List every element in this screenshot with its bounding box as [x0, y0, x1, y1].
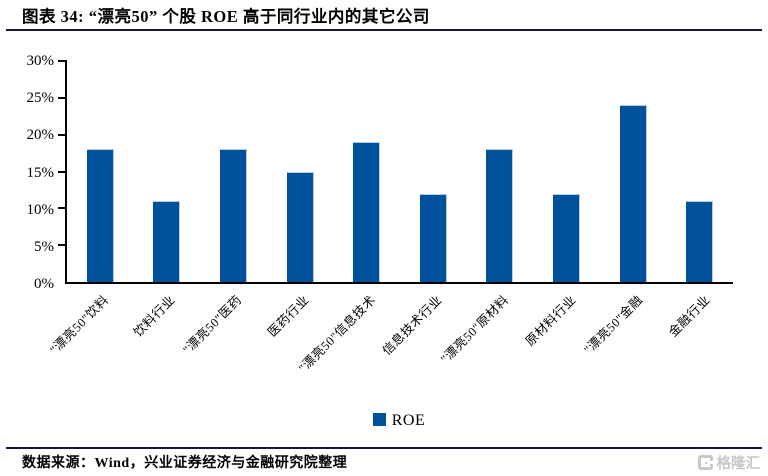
chart-title: 图表 34: “漂亮50” 个股 ROE 高于同行业内的其它公司 [22, 7, 430, 26]
bar-slot [400, 61, 467, 282]
y-tick-label: 30% [26, 53, 55, 69]
y-tick-mark [58, 60, 67, 62]
bar-slot [67, 61, 134, 282]
roe-legend-label: ROE [391, 412, 426, 429]
legend: ROE [65, 412, 733, 430]
x-tick-label: 饮料行业 [131, 292, 178, 340]
x-tick-label: "漂亮50"原材料 [438, 292, 512, 367]
bars [67, 61, 733, 282]
roe-legend-swatch-icon [372, 413, 386, 426]
bar-0 [86, 149, 114, 282]
bar-slot [467, 61, 534, 282]
bar-8 [619, 105, 647, 282]
data-source-text: 数据来源：Wind，兴业证券经济与金融研究院整理 [22, 456, 348, 471]
bar-5 [419, 193, 447, 282]
y-tick-label: 15% [26, 164, 55, 181]
title-underline [6, 29, 762, 31]
y-tick-mark [58, 133, 67, 136]
bar-7 [552, 193, 580, 282]
gelonghui-g-icon [697, 455, 713, 470]
gelonghui-logo-text: 格隆汇 [716, 456, 761, 472]
y-tick-mark [58, 96, 67, 99]
y-tick-mark [58, 244, 67, 247]
plot-area [58, 60, 733, 284]
bar-slot [666, 61, 733, 282]
x-tick-label: 金融行业 [665, 292, 713, 340]
x-tick-label: 信息技术行业 [380, 292, 446, 358]
y-tick-label: 5% [34, 238, 54, 255]
bar-slot [600, 61, 667, 282]
y-axis-labels: 0% 5% 10% 15% 20% 25% 30% [0, 53, 55, 292]
bar-slot [200, 61, 267, 282]
x-tick-label: "漂亮50"饮料 [46, 292, 112, 357]
y-tick-label: 20% [26, 127, 55, 144]
x-tick-label: 医药行业 [264, 292, 312, 340]
gelonghui-logo: 格隆汇 [697, 452, 761, 473]
bar-6 [486, 149, 514, 282]
bar-slot [533, 61, 600, 282]
x-tick-label: 原材料行业 [522, 292, 579, 349]
x-tick-label: "漂亮50"金融 [581, 292, 646, 357]
bar-slot [333, 61, 400, 282]
bar-slot [267, 61, 334, 282]
y-tick-mark [58, 170, 67, 173]
bar-slot [134, 61, 201, 282]
footer-divider [6, 447, 762, 449]
y-tick-label: 10% [26, 201, 55, 218]
y-tick-label: 0% [34, 276, 54, 292]
y-tick-label: 25% [26, 90, 55, 107]
bar-9 [686, 200, 714, 282]
bar-3 [286, 171, 314, 282]
y-tick-mark [58, 207, 67, 210]
bar-4 [353, 142, 381, 282]
bar-2 [219, 149, 247, 282]
bar-1 [153, 200, 181, 282]
x-tick-label: "漂亮50"医药 [180, 292, 245, 357]
